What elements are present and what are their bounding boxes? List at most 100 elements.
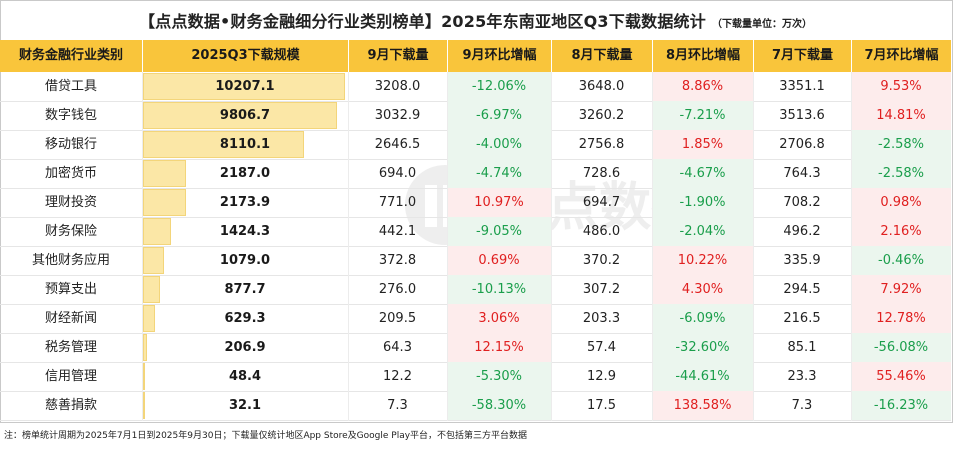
q3-bar: [143, 276, 161, 303]
header-col-sep-mom: 9月环比增幅: [447, 40, 551, 72]
q3-value-label: 206.9: [224, 340, 266, 355]
pct-cell-bg: [447, 188, 551, 217]
sep-mom-cell: -12.06%: [471, 79, 527, 94]
category-cell: 其他财务应用: [31, 253, 110, 268]
aug-downloads-cell: 307.2: [582, 282, 621, 297]
pct-cell-bg: [851, 217, 951, 246]
q3-value-label: 9806.7: [219, 108, 271, 123]
pct-cell-bg: [851, 304, 951, 333]
pct-cell-bg: [652, 246, 753, 275]
sep-downloads-cell: 2646.5: [374, 137, 421, 152]
category-cell: 慈善捐款: [44, 398, 97, 413]
column-divider: [753, 72, 754, 421]
q3-value-label: 10207.1: [215, 79, 275, 94]
q3-bar: [143, 73, 345, 100]
aug-mom-cell: 8.86%: [681, 79, 724, 94]
sep-mom-cell: -6.97%: [476, 108, 522, 123]
pct-cell-bg: [652, 217, 753, 246]
pct-cell-bg: [652, 362, 753, 391]
sep-mom-cell: 3.06%: [478, 311, 520, 326]
jul-mom-cell: 14.81%: [876, 108, 926, 123]
pct-cell-bg: [447, 246, 551, 275]
pct-cell-bg: [447, 217, 551, 246]
column-divider: [652, 72, 653, 421]
aug-mom-cell: -4.67%: [679, 166, 726, 181]
category-cell: 税务管理: [44, 340, 97, 355]
aug-downloads-cell: 2756.8: [578, 137, 625, 152]
q3-bar: [143, 392, 145, 419]
sep-downloads-cell: 372.8: [378, 253, 417, 268]
jul-mom-cell: 9.53%: [880, 79, 922, 94]
sep-mom-cell: -5.30%: [476, 369, 522, 384]
q3-value-label: 8110.1: [219, 137, 271, 152]
q3-bar: [143, 334, 148, 361]
aug-mom-cell: -7.21%: [679, 108, 726, 123]
jul-downloads-cell: 496.2: [783, 224, 821, 239]
title-bar: 【点点数据•财务金融细分行业类别榜单】2025年东南亚地区Q3下载数据统计 （下…: [0, 0, 951, 40]
header-col-aug: 8月下载量: [551, 40, 652, 72]
pct-cell-bg: [652, 72, 753, 101]
aug-downloads-cell: 3648.0: [578, 79, 625, 94]
category-cell: 信用管理: [44, 369, 97, 384]
sep-mom-cell: -9.05%: [476, 224, 522, 239]
jul-mom-cell: -2.58%: [878, 166, 924, 181]
pct-cell-bg: [652, 391, 753, 420]
category-cell: 数字钱包: [44, 108, 97, 123]
aug-downloads-cell: 203.3: [582, 311, 621, 326]
aug-downloads-cell: 694.7: [582, 195, 621, 210]
sep-mom-cell: -58.30%: [471, 398, 527, 413]
pct-cell-bg: [652, 188, 753, 217]
jul-downloads-cell: 7.3: [791, 398, 813, 413]
q3-value-label: 877.7: [224, 282, 266, 297]
q3-bar: [143, 131, 304, 158]
jul-downloads-cell: 294.5: [783, 282, 821, 297]
pct-cell-bg: [652, 101, 753, 130]
column-divider: [447, 72, 448, 421]
sep-downloads-cell: 276.0: [378, 282, 417, 297]
pct-cell-bg: [851, 130, 951, 159]
sep-downloads-cell: 3208.0: [374, 79, 421, 94]
sep-mom-cell: 12.15%: [474, 340, 524, 355]
jul-mom-cell: 12.78%: [876, 311, 926, 326]
pct-cell-bg: [652, 275, 753, 304]
q3-value-label: 2187.0: [219, 166, 271, 181]
aug-mom-cell: -32.60%: [675, 340, 730, 355]
jul-downloads-cell: 2706.8: [779, 137, 825, 152]
pct-cell-bg: [447, 275, 551, 304]
column-divider: [142, 72, 143, 421]
sep-downloads-cell: 694.0: [378, 166, 417, 181]
pct-cell-bg: [851, 159, 951, 188]
header-col-jul-mom: 7月环比增幅: [851, 40, 951, 72]
pct-cell-bg: [652, 159, 753, 188]
aug-downloads-cell: 728.6: [582, 166, 621, 181]
jul-downloads-cell: 3513.6: [779, 108, 825, 123]
q3-bar: [143, 363, 145, 390]
pct-cell-bg: [851, 188, 951, 217]
q3-bar: [143, 189, 187, 216]
column-divider: [551, 72, 552, 421]
column-divider: [851, 72, 852, 421]
pct-cell-bg: [652, 304, 753, 333]
category-cell: 移动银行: [44, 137, 97, 152]
q3-value-label: 1424.3: [219, 224, 271, 239]
column-divider: [348, 72, 349, 421]
row-divider: [0, 420, 951, 421]
pct-cell-bg: [851, 391, 951, 420]
category-cell: 财经新闻: [44, 311, 97, 326]
aug-mom-cell: 138.58%: [673, 398, 732, 413]
q3-value-label: 48.4: [228, 369, 262, 384]
aug-mom-cell: -2.04%: [679, 224, 726, 239]
jul-mom-cell: -56.08%: [873, 340, 929, 355]
pct-cell-bg: [447, 159, 551, 188]
q3-value-label: 2173.9: [219, 195, 271, 210]
category-cell: 预算支出: [44, 282, 97, 297]
aug-downloads-cell: 486.0: [582, 224, 621, 239]
category-cell: 加密货币: [44, 166, 97, 181]
aug-downloads-cell: 17.5: [587, 398, 616, 413]
q3-value-label: 32.1: [228, 398, 262, 413]
aug-mom-cell: 10.22%: [677, 253, 728, 268]
jul-downloads-cell: 708.2: [783, 195, 821, 210]
category-cell: 财务保险: [44, 224, 97, 239]
pct-cell-bg: [652, 130, 753, 159]
pct-cell-bg: [851, 246, 951, 275]
